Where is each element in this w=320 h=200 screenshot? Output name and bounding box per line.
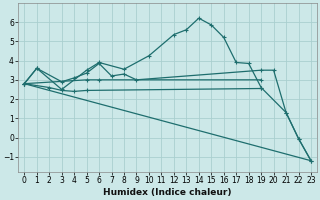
X-axis label: Humidex (Indice chaleur): Humidex (Indice chaleur) xyxy=(103,188,232,197)
